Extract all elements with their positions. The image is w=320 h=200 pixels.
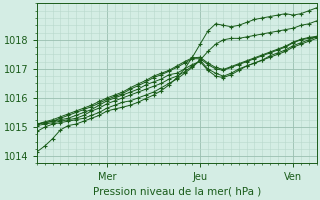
X-axis label: Pression niveau de la mer( hPa ): Pression niveau de la mer( hPa ) [93,187,261,197]
